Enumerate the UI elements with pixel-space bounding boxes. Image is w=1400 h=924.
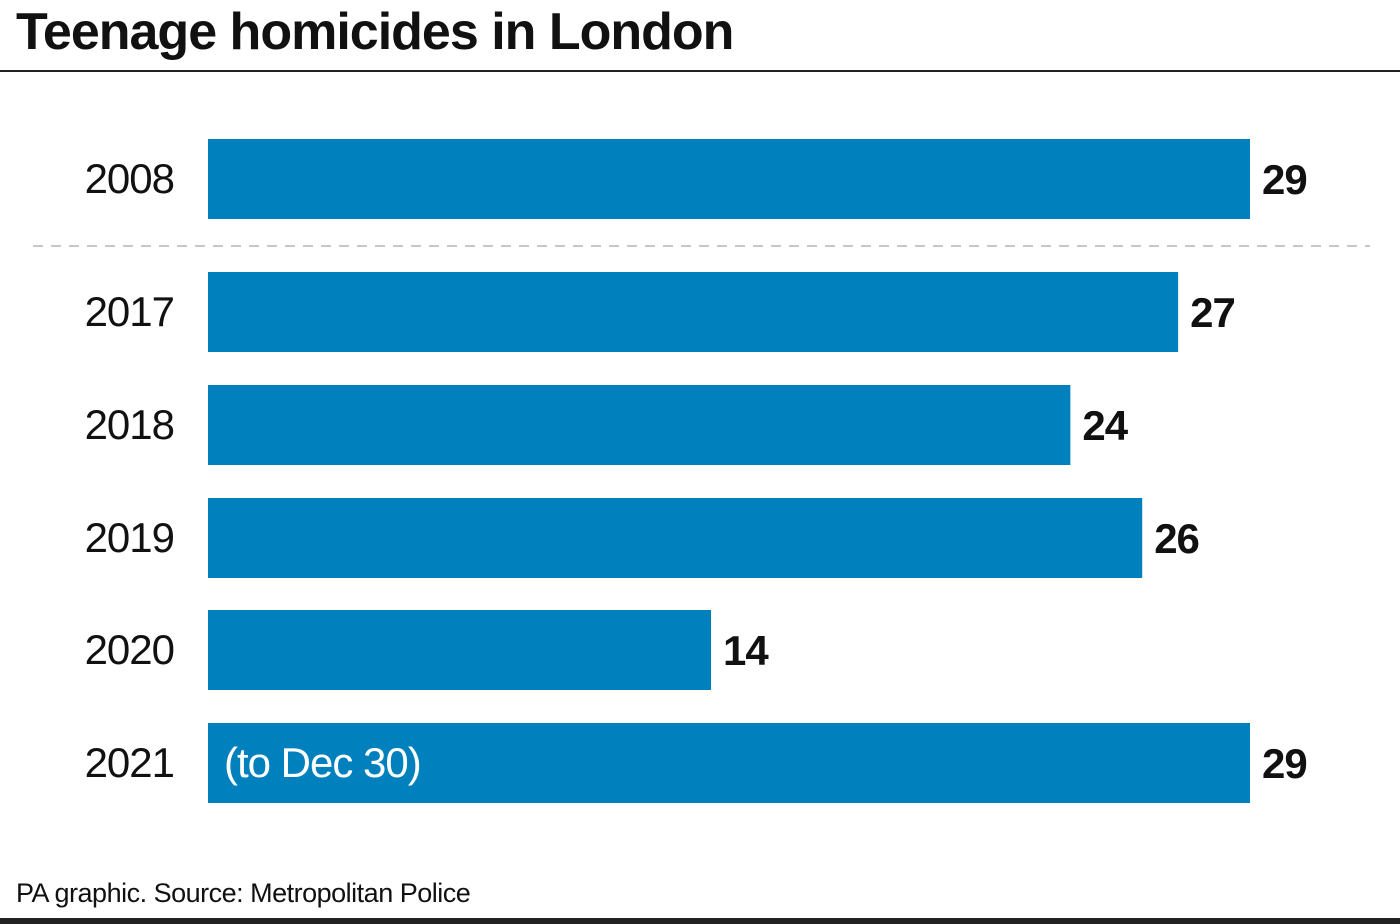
value-label: 29: [1262, 156, 1307, 203]
category-label: 2008: [85, 155, 174, 202]
category-label: 2021: [85, 739, 174, 786]
category-label: 2020: [85, 626, 174, 673]
value-label: 29: [1262, 740, 1307, 787]
value-label: 26: [1154, 515, 1199, 562]
value-label: 24: [1082, 402, 1128, 449]
bar-2019: [208, 498, 1143, 578]
category-label: 2018: [85, 401, 174, 448]
bar-annotation: (to Dec 30): [224, 739, 421, 786]
category-label: 2019: [85, 514, 174, 561]
bar-2021: [208, 723, 1250, 803]
bottom-rule: [0, 918, 1400, 924]
value-label: 14: [723, 627, 769, 674]
value-label: 27: [1190, 289, 1235, 336]
chart-title: Teenage homicides in London: [16, 3, 734, 61]
category-label: 2017: [85, 288, 174, 335]
bar-2008: [208, 139, 1250, 219]
source-note: PA graphic. Source: Metropolitan Police: [16, 878, 471, 908]
title-rule: [0, 70, 1400, 72]
bar-2018: [208, 385, 1071, 465]
bar-2020: [208, 610, 712, 690]
bar-2017: [208, 272, 1179, 352]
